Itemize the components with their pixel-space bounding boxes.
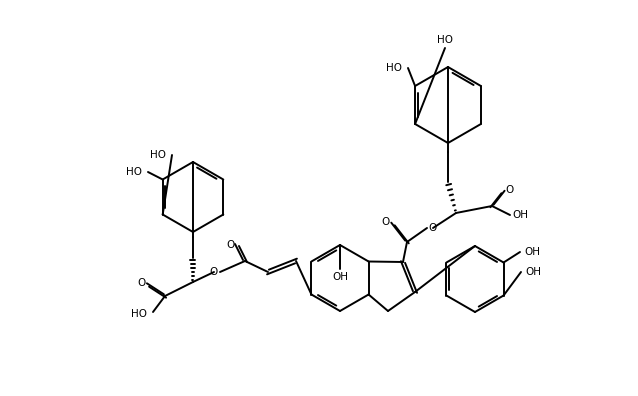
- Text: O: O: [382, 217, 390, 227]
- Text: O: O: [227, 240, 235, 250]
- Text: O: O: [506, 185, 514, 195]
- Text: HO: HO: [150, 150, 166, 160]
- Text: O: O: [138, 278, 146, 288]
- Text: O: O: [210, 267, 218, 277]
- Text: HO: HO: [386, 63, 402, 73]
- Text: OH: OH: [524, 247, 540, 257]
- Text: O: O: [429, 223, 437, 233]
- Text: HO: HO: [437, 35, 453, 45]
- Text: OH: OH: [525, 267, 541, 277]
- Text: OH: OH: [332, 272, 348, 282]
- Text: HO: HO: [131, 309, 147, 319]
- Text: HO: HO: [126, 167, 142, 177]
- Text: OH: OH: [512, 210, 528, 220]
